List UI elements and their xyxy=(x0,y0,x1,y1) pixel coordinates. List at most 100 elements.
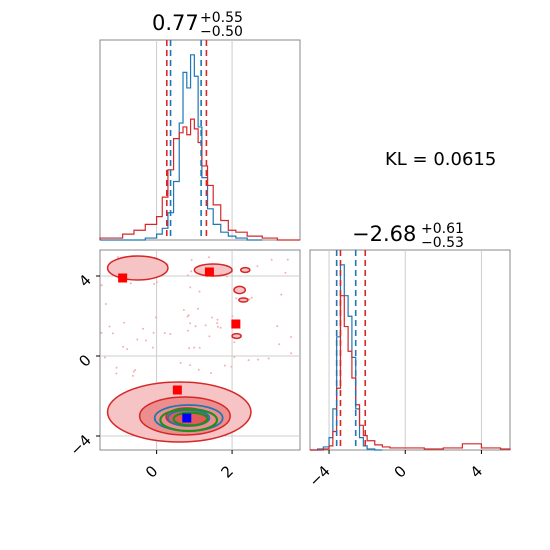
scatter-point xyxy=(280,293,283,296)
bottom-right-title-minus: −0.53 xyxy=(421,235,464,251)
scatter-point xyxy=(122,345,125,348)
panel-top-left-frame xyxy=(99,39,301,241)
scatter-point xyxy=(142,327,145,330)
scatter-point xyxy=(290,352,293,355)
blue-histogram-series xyxy=(310,264,383,451)
scatter-point xyxy=(190,270,193,273)
top-left-title-plus: +0.55 xyxy=(200,10,243,26)
scatter-point xyxy=(235,297,238,300)
scatter-point xyxy=(216,325,219,328)
scatter-point xyxy=(198,290,201,293)
top-left-title-minus: −0.50 xyxy=(200,24,243,40)
scatter-point xyxy=(169,332,172,335)
scatter-point xyxy=(256,265,259,268)
scatter-point xyxy=(194,325,197,328)
scatter-point xyxy=(188,347,191,350)
scatter-point xyxy=(189,286,192,289)
scatter-point xyxy=(290,336,293,339)
green-contour xyxy=(172,411,209,427)
red-contour-island xyxy=(238,297,249,303)
blue-square-marker xyxy=(182,413,192,423)
panel-top-left: 0.77 +0.55 −0.50 xyxy=(99,10,301,241)
scatter-point xyxy=(151,346,154,349)
x-tick-label: −4 xyxy=(306,462,334,490)
x-tick-label: 0 xyxy=(391,462,410,481)
x-tick-label: 0 xyxy=(142,462,161,481)
scatter-point xyxy=(286,258,289,261)
scatter-point xyxy=(250,296,253,299)
y-tick-label: 4 xyxy=(75,271,94,290)
red-contour-island xyxy=(106,255,169,281)
scatter-point xyxy=(129,282,132,285)
scatter-point xyxy=(115,366,118,369)
scatter-point xyxy=(211,316,214,319)
y-tick-label: 0 xyxy=(75,351,94,370)
kl-annotation: KL = 0.0615 xyxy=(385,149,496,170)
panel-bottom-left: 0 2 −4 0 4 xyxy=(66,249,301,482)
panel-bottom-right-quantile-lines xyxy=(335,250,367,450)
scatter-point xyxy=(276,325,279,328)
green-contour xyxy=(159,407,219,433)
bottom-right-title-plus: +0.61 xyxy=(421,221,464,237)
scatter-point xyxy=(231,315,234,318)
scatter-point xyxy=(216,318,219,321)
x-tick-label: 2 xyxy=(217,462,236,481)
scatter-point xyxy=(198,346,201,349)
scatter-point xyxy=(163,332,166,335)
red-histogram-series xyxy=(310,295,511,451)
scatter-point xyxy=(186,315,189,318)
scatter-point xyxy=(208,256,211,259)
bottom-right-title-value: −2.68 xyxy=(352,222,416,246)
scatter-point xyxy=(189,364,192,367)
scatter-point xyxy=(204,324,207,327)
red-square-marker xyxy=(231,319,241,329)
scatter-point xyxy=(182,308,185,311)
scatter-point xyxy=(270,258,273,261)
scatter-point xyxy=(179,361,182,364)
red-contour-island xyxy=(233,285,247,295)
scatter-point xyxy=(154,316,157,319)
panel-bottom-right-ticks: −4 0 4 xyxy=(306,450,486,490)
scatter-point xyxy=(230,365,233,368)
red-contour-island xyxy=(240,266,251,274)
scatter-point xyxy=(208,335,211,338)
red-square-marker xyxy=(204,267,214,277)
scatter-point xyxy=(115,372,118,375)
scatter-point xyxy=(108,325,111,328)
scatter-point xyxy=(186,329,189,332)
scatter-point xyxy=(189,322,192,325)
panel-bottom-right-histograms xyxy=(310,264,511,451)
scatter-point xyxy=(103,356,106,359)
scatter-point xyxy=(197,307,200,310)
red-histogram-series xyxy=(99,118,300,241)
red-contour-island xyxy=(231,332,242,340)
scatter-point xyxy=(123,321,126,324)
scatter-point xyxy=(233,341,236,344)
scatter-point xyxy=(193,346,196,349)
panel-top-left-quantile-lines xyxy=(165,40,208,240)
scatter-point xyxy=(233,356,236,359)
y-tick-label: −4 xyxy=(66,431,94,459)
scatter-point xyxy=(100,331,103,334)
scatter-point xyxy=(209,372,212,375)
panel-bottom-right-frame xyxy=(309,249,511,451)
scatter-point xyxy=(190,258,193,261)
scatter-point xyxy=(226,275,229,278)
scatter-point xyxy=(136,338,139,341)
panel-bottom-right-grid xyxy=(328,250,482,450)
scatter-point xyxy=(116,256,119,259)
scatter-point xyxy=(126,348,129,351)
blue-histogram-series xyxy=(100,54,263,241)
scatter-point xyxy=(104,302,107,305)
panel-bottom-right: −4 0 4 −2.68 +0.61 −0.53 xyxy=(306,221,511,490)
scatter-point xyxy=(145,339,148,342)
scatter-point xyxy=(100,284,103,287)
scatter-point xyxy=(248,298,251,301)
scatter-point xyxy=(257,358,260,361)
scatter-point xyxy=(186,274,189,277)
scatter-point xyxy=(197,368,200,371)
scatter-point xyxy=(153,283,156,286)
scatter-point xyxy=(247,359,250,362)
scatter-point xyxy=(216,322,219,325)
